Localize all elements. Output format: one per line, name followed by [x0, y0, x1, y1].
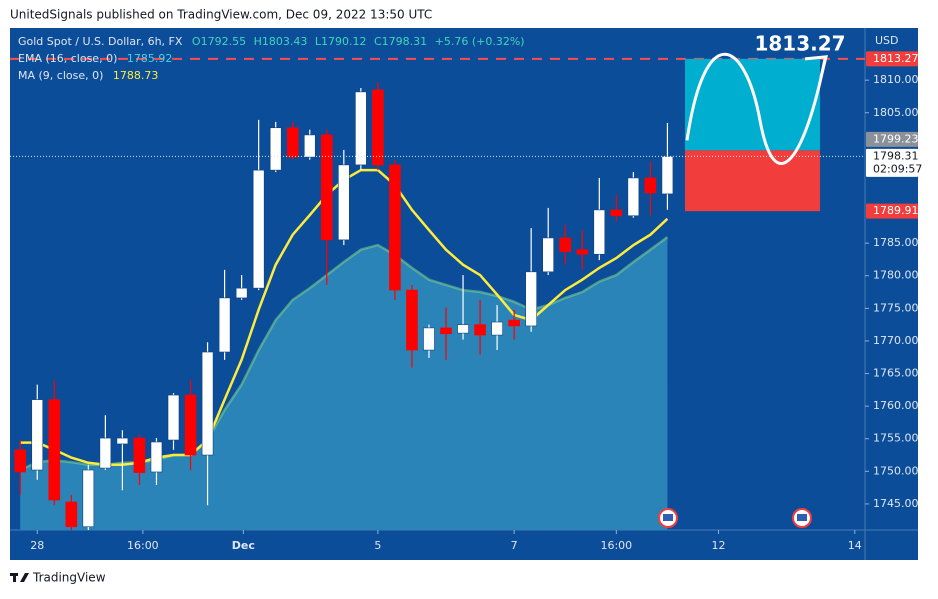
drawing-curve: [685, 52, 827, 165]
candle-body: [133, 437, 146, 473]
drawing-arrow: [804, 55, 828, 78]
entry-price-label-box: [866, 131, 918, 147]
currency: USD: [875, 34, 899, 47]
y-tick-label: 1785.00: [873, 236, 919, 249]
ema-name: EMA (16, close, 0): [18, 52, 117, 65]
candle-body: [99, 437, 112, 469]
candle-body: [218, 297, 231, 353]
candle-body: [14, 449, 27, 473]
candle-body: [286, 127, 299, 158]
y-tick-label: 1750.00: [873, 464, 919, 477]
ohlc-high: H1803.43: [254, 35, 308, 48]
y-tick-label: 1765.00: [873, 367, 919, 380]
y-tick-label: 1770.00: [873, 334, 919, 347]
y-tick-label: 1755.00: [873, 432, 919, 445]
target-big-label: 1813.27: [754, 32, 845, 56]
target-price-label-box: [866, 51, 918, 67]
candle-body: [406, 289, 418, 351]
ema-area: [20, 237, 668, 530]
x-tick-label: 16:00: [127, 539, 159, 552]
last-price-label-countdown: 02:09:57: [873, 162, 922, 175]
symbol: Gold Spot / U.S. Dollar, 6h, FX: [18, 35, 183, 48]
target-price-label: 1813.27: [873, 52, 919, 65]
candle-body: [661, 156, 674, 195]
footer: TradingView: [32, 571, 106, 585]
candle-body: [303, 134, 316, 158]
last-price-label-box: [866, 148, 918, 177]
candle-body: [593, 209, 606, 255]
candle-body: [440, 327, 452, 335]
header: UnitedSignals published on TradingView.c…: [10, 8, 432, 22]
x-tick-label: 28: [30, 539, 44, 552]
candle-body: [184, 394, 197, 456]
y-tick-label: 1810.00: [873, 73, 919, 86]
candle-body: [150, 441, 163, 473]
x-tick-label: 7: [511, 539, 518, 552]
legend: Gold Spot / U.S. Dollar, 6h, FX O1792.55…: [18, 35, 525, 82]
last-price-label: 1798.31: [873, 149, 919, 162]
loss-zone: [685, 150, 820, 212]
candle-body: [491, 321, 503, 336]
candle-body: [627, 177, 640, 217]
ema-value: 1785.92: [127, 52, 173, 65]
candle-body: [82, 469, 95, 528]
candle-body: [542, 237, 555, 273]
entry-price-label: 1799.23: [873, 132, 919, 145]
stop-price-label: 1789.91: [873, 204, 919, 217]
x-tick-label: 14: [848, 539, 862, 552]
x-tick-label: Dec: [232, 539, 255, 552]
logo: [10, 573, 29, 582]
candle-body: [389, 164, 401, 291]
candle-body: [525, 271, 537, 327]
stop-price-label-box: [866, 203, 918, 219]
ohlc-low: L1790.12: [315, 35, 367, 48]
candle-body: [48, 399, 61, 501]
candle-body: [372, 89, 384, 166]
ohlc-change: +5.76 (+0.32%): [435, 35, 525, 48]
candle-body: [559, 237, 572, 252]
candle-body: [338, 164, 350, 241]
profit-zone: [685, 58, 820, 151]
legend-ma: MA (9, close, 0) 1788.73: [18, 69, 158, 82]
indicator-line: [19, 236, 669, 472]
y-tick-label: 1760.00: [873, 399, 919, 412]
candle-body: [474, 324, 486, 336]
candle-body: [167, 394, 180, 441]
x-tick-label: 16:00: [600, 539, 632, 552]
candle-body: [31, 399, 44, 471]
ohlc-close: C1798.31: [374, 35, 427, 48]
candle-body: [65, 501, 78, 528]
candle-body: [269, 127, 282, 171]
ma-value: 1788.73: [113, 69, 159, 82]
x-tick-label: 5: [374, 539, 381, 552]
ma-name: MA (9, close, 0): [18, 69, 103, 82]
candle-body: [457, 324, 469, 334]
event-flag-inner: [797, 514, 807, 521]
candle-body: [423, 327, 435, 351]
candle-body: [320, 134, 333, 241]
candle-body: [201, 351, 214, 456]
candle-body: [355, 91, 367, 166]
y-tick-label: 1805.00: [873, 106, 919, 119]
y-tick-label: 1780.00: [873, 269, 919, 282]
legend-line: Gold Spot / U.S. Dollar, 6h, FX O1792.55…: [18, 35, 525, 48]
candle-body: [576, 249, 589, 255]
candle-body: [610, 209, 623, 217]
y-tick-label: 1775.00: [873, 301, 919, 314]
candle-body: [252, 169, 265, 289]
candle-body: [235, 287, 248, 299]
candle-body: [508, 319, 520, 327]
candle-body: [644, 177, 657, 194]
candle-body: [116, 437, 129, 445]
event-flag-inner: [663, 514, 673, 521]
y-tick-label: 1745.00: [873, 497, 919, 510]
legend-ema: EMA (16, close, 0) 1785.92: [18, 52, 172, 65]
ohlc-open: O1792.55: [192, 35, 246, 48]
x-tick-label: 12: [712, 539, 726, 552]
